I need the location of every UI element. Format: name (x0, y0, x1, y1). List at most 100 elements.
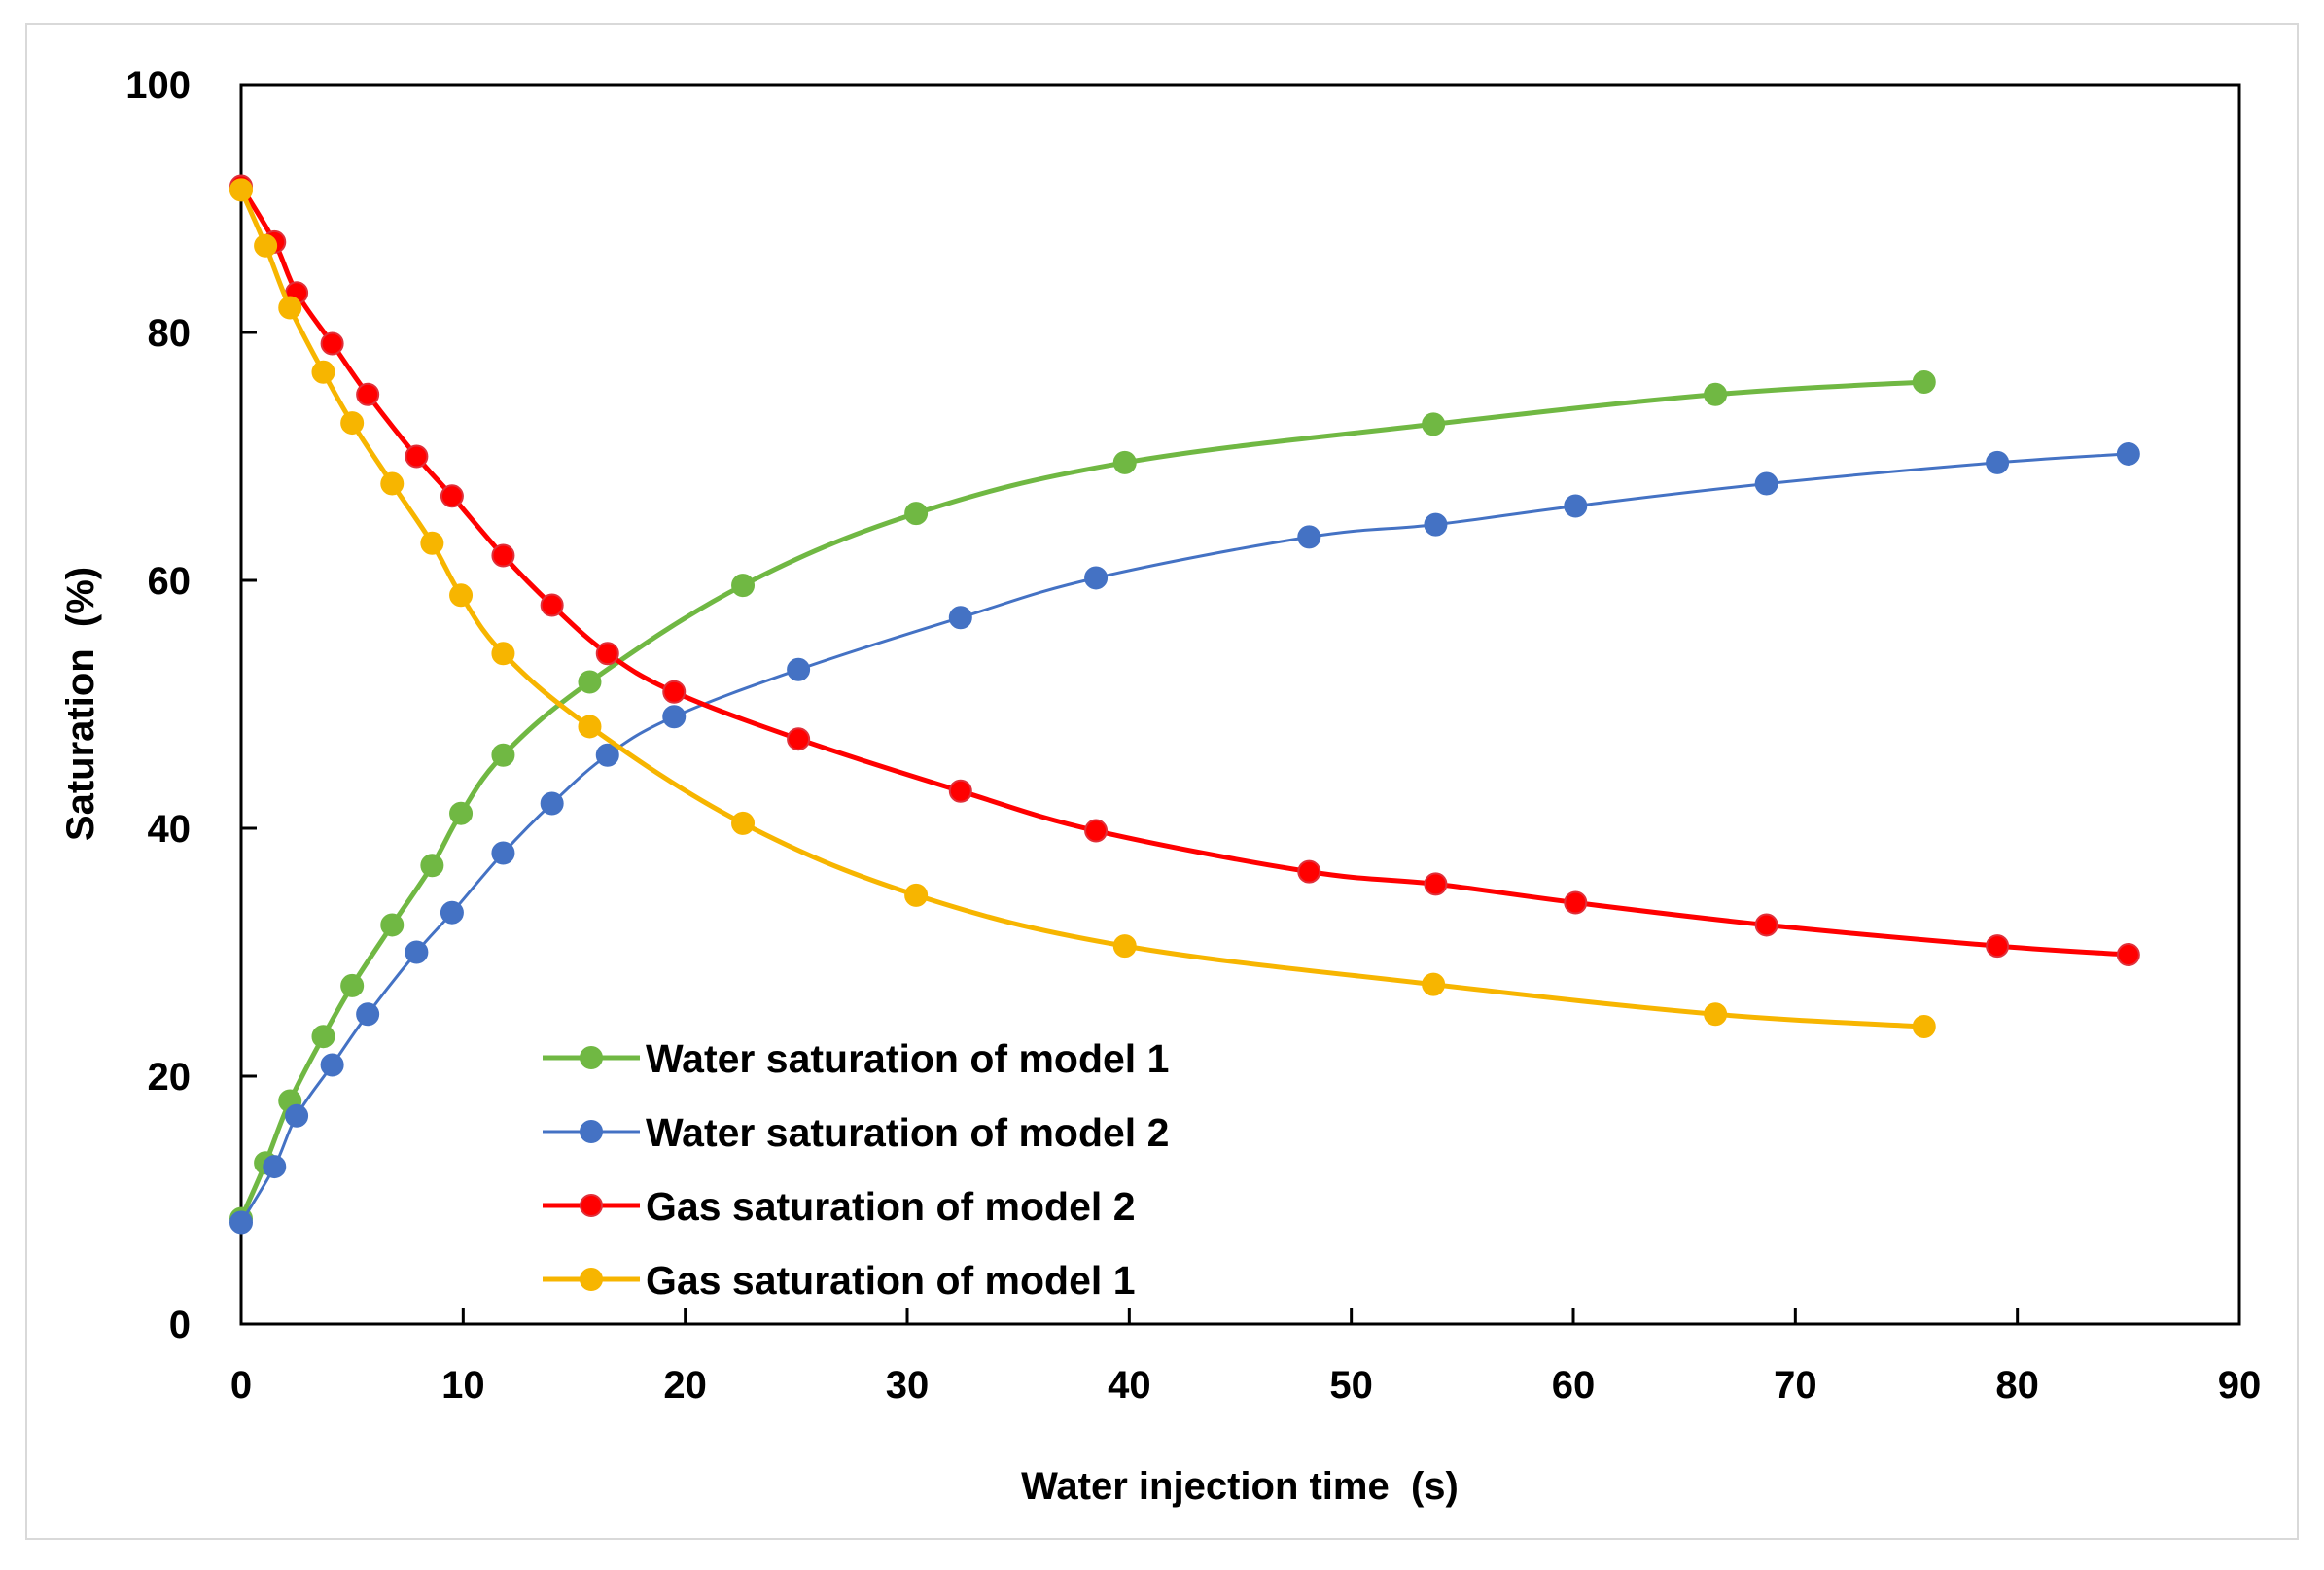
data-point (491, 642, 515, 666)
legend-label: Gas saturation of model 2 (646, 1184, 1136, 1229)
data-point (787, 657, 811, 681)
tick-marks (239, 83, 2241, 1326)
data-point (1754, 913, 1778, 937)
tick-labels: 0 10 20 30 40 50 60 70 80 90 0 20 40 60 80 100 (125, 64, 2261, 1407)
data-point (595, 743, 619, 767)
data-point (1564, 890, 1588, 915)
data-point (380, 913, 405, 937)
data-point (405, 940, 429, 964)
data-point (311, 360, 335, 384)
data-point (662, 705, 687, 729)
y-tick-label: 0 (169, 1304, 191, 1346)
x-tick-label: 80 (1995, 1364, 2039, 1407)
y-tick-label: 80 (148, 312, 192, 355)
legend-item: Water saturation of model 1 (543, 1036, 1169, 1081)
data-point (285, 1103, 309, 1128)
data-point (948, 779, 972, 803)
x-tick-label: 40 (1108, 1364, 1151, 1407)
data-point (449, 801, 474, 825)
data-point (405, 444, 429, 469)
legend-item: Water saturation of model 2 (543, 1110, 1169, 1155)
data-point (1912, 1015, 1936, 1038)
data-point (1704, 382, 1728, 406)
data-point (1986, 450, 2010, 474)
series-layer (229, 174, 2140, 1235)
x-tick-label: 10 (441, 1364, 485, 1407)
data-point (2116, 441, 2140, 466)
data-point (320, 331, 344, 356)
series-2 (229, 441, 2140, 1235)
data-point (904, 883, 929, 907)
data-point (491, 743, 515, 767)
data-point (380, 471, 405, 496)
data-point (787, 727, 811, 751)
legend-label: Water saturation of model 2 (646, 1110, 1169, 1155)
data-point (311, 1025, 335, 1049)
data-point (2116, 943, 2140, 967)
x-tick-label: 0 (230, 1364, 252, 1407)
data-point (440, 484, 464, 508)
data-point (1424, 512, 1448, 537)
y-tick-label: 20 (148, 1056, 192, 1099)
data-point (1297, 859, 1321, 884)
data-point (731, 574, 756, 598)
legend: Water saturation of model 1 Water saturat… (543, 1036, 1169, 1303)
data-point (340, 411, 365, 436)
data-point (1424, 872, 1448, 896)
x-tick-label: 60 (1552, 1364, 1596, 1407)
x-axis-title: Water injection time (s) (1021, 1465, 1459, 1508)
data-point (1422, 972, 1446, 996)
series-4 (229, 178, 1936, 1038)
legend-marker (580, 1268, 603, 1291)
legend-marker (580, 1046, 603, 1069)
data-point (904, 502, 929, 526)
data-point (420, 531, 444, 555)
data-point (278, 296, 302, 320)
data-point (540, 791, 564, 816)
data-point (1564, 494, 1588, 518)
data-point (420, 854, 444, 878)
x-tick-label: 30 (886, 1364, 930, 1407)
y-tick-label: 100 (125, 64, 191, 107)
y-axis-title: Saturation (%) (59, 567, 102, 841)
data-point (356, 1002, 380, 1027)
data-point (254, 233, 278, 258)
data-point (356, 382, 380, 406)
data-point (1112, 934, 1137, 959)
data-point (578, 715, 602, 739)
data-point (491, 841, 515, 865)
data-point (491, 543, 515, 568)
data-point (1912, 370, 1936, 394)
legend-item: Gas saturation of model 2 (543, 1184, 1136, 1229)
data-point (340, 973, 365, 997)
data-point (578, 670, 602, 694)
data-point (1754, 471, 1778, 496)
x-tick-label: 20 (663, 1364, 707, 1407)
legend-marker (580, 1120, 603, 1143)
data-point (540, 593, 564, 617)
data-point (263, 1155, 287, 1179)
x-tick-label: 90 (2218, 1364, 2262, 1407)
legend-marker (580, 1194, 603, 1217)
data-point (449, 583, 474, 608)
data-point (1422, 412, 1446, 436)
legend-label: Gas saturation of model 1 (646, 1258, 1136, 1303)
data-point (595, 642, 619, 666)
data-point (731, 811, 756, 835)
legend-label: Water saturation of model 1 (646, 1036, 1169, 1081)
y-tick-label: 40 (148, 808, 192, 851)
data-point (1297, 525, 1321, 549)
x-tick-label: 70 (1774, 1364, 1817, 1407)
data-point (1084, 566, 1109, 590)
plot-area (239, 83, 2241, 1326)
data-point (320, 1053, 344, 1077)
data-point (1112, 450, 1137, 474)
data-point (1704, 1002, 1728, 1027)
data-point (662, 680, 687, 704)
legend-item: Gas saturation of model 1 (543, 1258, 1136, 1303)
y-tick-label: 60 (148, 560, 192, 603)
data-point (1986, 934, 2010, 959)
data-point (229, 1210, 253, 1235)
data-point (948, 606, 972, 630)
